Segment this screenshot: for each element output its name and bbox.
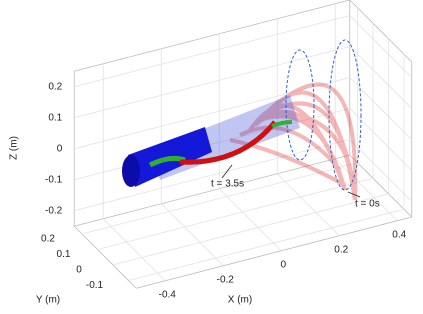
- leader-line: [347, 191, 361, 198]
- workspace-ring: [328, 39, 362, 191]
- z-tick-label: -0.2: [45, 205, 63, 216]
- x-tick-label: 0.2: [334, 244, 348, 255]
- fan-trace: [239, 125, 342, 172]
- fan-trace: [268, 82, 358, 201]
- grid-line: [102, 218, 166, 282]
- grid-line: [74, 77, 350, 150]
- grid-line: [276, 173, 340, 237]
- box-edge: [349, 0, 413, 63]
- fan-trace: [263, 101, 357, 201]
- grid-line: [349, 15, 413, 78]
- grid-line: [74, 139, 350, 212]
- box-edge: [73, 225, 137, 289]
- x-tick-label: 0: [280, 259, 286, 270]
- fan-trace: [229, 138, 346, 187]
- green-tip: [271, 120, 293, 128]
- z-tick-label: 0.2: [48, 81, 62, 92]
- box-edge: [136, 216, 412, 289]
- annotation: t = 3.5s: [211, 179, 244, 190]
- grid-line: [349, 46, 413, 109]
- cylinder-end: [122, 155, 140, 187]
- grid-line: [74, 46, 350, 119]
- grid-line: [160, 203, 224, 267]
- z-tick-label: -0.1: [45, 174, 63, 185]
- grid-line: [81, 162, 358, 235]
- y-tick-label: 0.2: [41, 234, 55, 245]
- x-tick-label: 0.4: [392, 229, 406, 240]
- x-tick-label: -0.4: [159, 289, 177, 300]
- workspace-ring: [285, 49, 315, 161]
- box-edge: [74, 0, 350, 72]
- grid-line: [74, 108, 350, 181]
- box-edge: [74, 154, 350, 227]
- grid-line: [218, 188, 282, 252]
- fan-trace: [260, 90, 357, 201]
- z-tick-label: 0: [57, 143, 63, 154]
- fan-trace: [259, 114, 347, 191]
- red-segment: [179, 120, 277, 165]
- grid-line: [349, 108, 413, 171]
- z-tick-label: 0.1: [48, 112, 62, 123]
- z-axis-label: Z (m): [9, 136, 20, 160]
- grid-line: [112, 193, 389, 266]
- fan-trace: [253, 109, 347, 191]
- box-edge: [349, 154, 413, 218]
- grid-line: [128, 208, 405, 281]
- annotation: t = 0s: [355, 199, 380, 210]
- grid-line: [97, 177, 374, 250]
- y-tick-label: 0.1: [57, 249, 71, 260]
- y-tick-label: -0.1: [86, 280, 104, 291]
- fan-trace: [248, 103, 347, 191]
- grid-line: [349, 77, 413, 140]
- leader-line: [221, 164, 233, 179]
- y-tick-label: 0: [76, 265, 82, 276]
- grid-line: [334, 158, 398, 222]
- grid-line: [349, 139, 413, 202]
- x-tick-label: -0.2: [217, 274, 235, 285]
- green-segment: [148, 155, 186, 168]
- robot-illustration: [122, 39, 362, 201]
- grid-line: [74, 15, 350, 88]
- y-axis-label: Y (m): [36, 295, 60, 306]
- x-axis-label: X (m): [228, 295, 252, 306]
